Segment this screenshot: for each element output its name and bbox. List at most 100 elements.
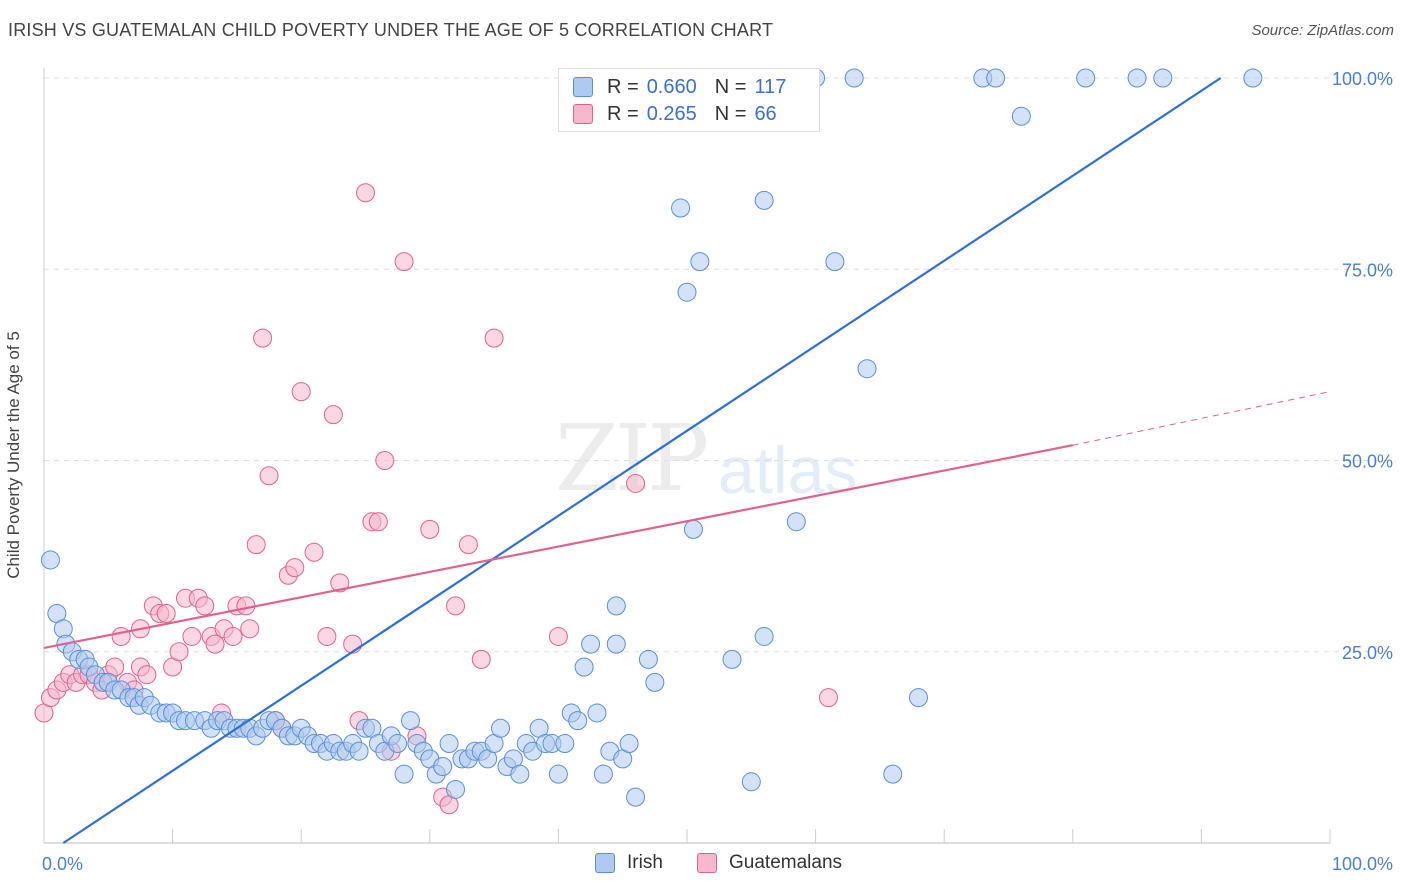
y-axis-label: Child Poverty Under the Age of 5 (4, 331, 23, 579)
irish-point-86 (593, 764, 613, 784)
series-legend: Irish Guatemalans (0, 852, 1406, 876)
guatemalan-point-62 (484, 328, 504, 348)
x-tick-label-0: 0.0% (42, 854, 83, 874)
guatemalan-swatch (573, 104, 593, 124)
irish-point-73 (510, 764, 530, 784)
irish-point-91 (619, 734, 639, 754)
irish-point-96 (671, 198, 691, 218)
guatemalan-point-41 (285, 558, 305, 578)
irish-point-117 (1076, 68, 1096, 88)
irish-point-92 (626, 787, 646, 807)
irish-point-99 (690, 252, 710, 272)
guatemalan-point-36 (253, 328, 273, 348)
irish-r-label: R = (607, 75, 639, 98)
guatemalan-point-49 (356, 183, 375, 203)
irish-point-111 (857, 359, 877, 379)
guatemalan-n-label: N = (714, 102, 747, 125)
guatemalan-point-31 (223, 626, 243, 646)
guatemalan-point-34 (240, 619, 260, 639)
guatemalan-point-56 (420, 519, 440, 539)
legend-item-irish: Irish (595, 852, 663, 874)
guatemalan-point-26 (195, 596, 215, 616)
irish-point-94 (645, 672, 665, 692)
guatemalan-point-43 (304, 542, 324, 562)
irish-points (40, 68, 1263, 807)
guatemalan-r-label: R = (607, 102, 639, 125)
correlation-legend: R = 0.660 N = 117 R = 0.265 N = 66 (558, 68, 820, 132)
legend-row-guatemalan: R = 0.265 N = 66 (573, 102, 777, 126)
irish-point-109 (825, 252, 845, 272)
irish-point-101 (722, 649, 742, 669)
irish-point-115 (986, 68, 1006, 88)
guatemalan-point-59 (446, 596, 466, 616)
chart-title: IRISH VS GUATEMALAN CHILD POVERTY UNDER … (8, 20, 774, 40)
irish-point-70 (491, 718, 511, 738)
guatemalan-point-54 (394, 252, 414, 272)
irish-point-83 (574, 657, 594, 677)
legend-guatemalans-swatch (697, 853, 717, 873)
guatemalan-point-64 (626, 473, 646, 493)
y-tick-label-3: 100.0% (1332, 69, 1393, 89)
irish-point-93 (638, 649, 658, 669)
irish-point-118 (1127, 68, 1147, 88)
irish-point-98 (683, 519, 703, 539)
irish-point-61 (433, 757, 453, 776)
irish-n-label: N = (714, 75, 747, 98)
irish-point-112 (883, 764, 903, 784)
irish-point-0 (40, 550, 60, 570)
guatemalan-point-35 (246, 535, 266, 555)
irish-point-88 (606, 634, 626, 654)
guatemalan-point-61 (471, 649, 491, 669)
guatemalan-point-45 (323, 405, 343, 425)
guatemalan-point-46 (330, 573, 350, 593)
guatemalan-point-24 (182, 626, 202, 646)
guatemalan-point-22 (169, 642, 189, 662)
guatemalan-point-12 (111, 626, 131, 646)
guatemalan-point-20 (156, 604, 176, 623)
guatemalan-point-47 (343, 634, 363, 654)
irish-point-79 (548, 764, 568, 784)
irish-point-82 (568, 711, 588, 731)
irish-point-105 (754, 626, 774, 646)
guatemalan-point-42 (291, 382, 311, 402)
y-tick-label-1: 50.0% (1342, 452, 1393, 472)
guatemalan-point-63 (548, 626, 568, 646)
grid-lines (44, 77, 1395, 653)
irish-point-85 (587, 703, 607, 723)
irish-point-104 (754, 190, 774, 210)
trend-lines (43, 77, 1331, 844)
irish-point-54 (388, 734, 408, 754)
legend-guatemalans-label: Guatemalans (729, 852, 843, 873)
guatemalan-trend-line (43, 444, 1074, 650)
guatemalan-point-52 (375, 451, 395, 470)
irish-point-89 (606, 596, 626, 616)
legend-row-irish: R = 0.660 N = 117 (573, 75, 786, 99)
legend-item-guatemalans: Guatemalans (697, 852, 842, 874)
irish-point-116 (1011, 106, 1031, 126)
irish-point-56 (401, 711, 421, 731)
irish-trend-line (62, 77, 1222, 844)
guatemalan-point-44 (317, 626, 337, 646)
watermark-atlas: atlas (718, 433, 858, 507)
guatemalan-point-17 (137, 665, 157, 685)
guatemalan-point-28 (205, 634, 225, 654)
guatemalan-point-60 (458, 535, 478, 555)
legend-irish-label: Irish (627, 852, 663, 873)
irish-point-97 (677, 282, 697, 302)
irish-swatch (573, 77, 593, 97)
irish-point-119 (1153, 68, 1173, 88)
irish-point-120 (1243, 68, 1263, 88)
irish-r-value: 0.660 (646, 75, 697, 98)
guatemalan-r-value: 0.265 (646, 102, 697, 125)
guatemalan-point-51 (368, 512, 388, 532)
x-tick-label-1: 100.0% (1332, 854, 1393, 874)
guatemalan-n-value: 66 (754, 102, 777, 125)
irish-point-107 (786, 512, 806, 532)
y-tick-label-2: 75.0% (1342, 260, 1393, 280)
irish-point-84 (581, 634, 601, 654)
irish-n-value: 117 (754, 75, 787, 98)
legend-irish-swatch (595, 853, 615, 873)
source-label: Source: ZipAtlas.com (1251, 22, 1394, 39)
irish-point-103 (741, 772, 761, 792)
